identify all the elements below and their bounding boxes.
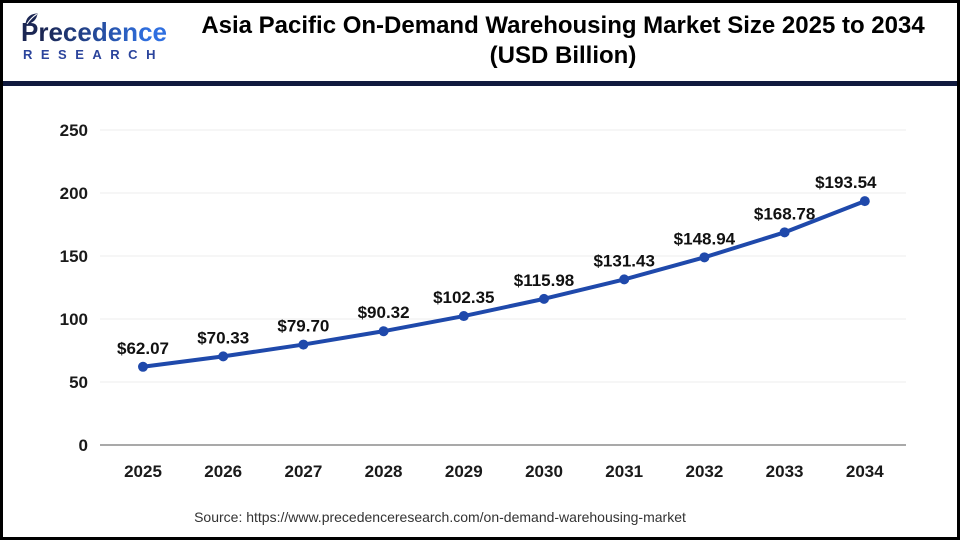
chart-title: Asia Pacific On-Demand Warehousing Marke… <box>173 11 953 71</box>
x-axis-tick-label: 2034 <box>846 462 884 481</box>
x-axis-tick-label: 2033 <box>766 462 804 481</box>
header-divider <box>3 81 957 86</box>
y-axis-tick-label: 200 <box>60 184 88 203</box>
header: Precedence RESEARCH Asia Pacific On-Dema… <box>3 3 957 85</box>
data-point-label: $70.33 <box>197 328 249 347</box>
leaf-icon <box>25 13 38 26</box>
x-axis-tick-label: 2030 <box>525 462 563 481</box>
x-axis-tick-label: 2027 <box>284 462 322 481</box>
precedence-research-logo: Precedence RESEARCH <box>21 13 171 62</box>
data-point-label: $79.70 <box>277 317 329 336</box>
data-point-label: $148.94 <box>674 229 736 248</box>
data-point-marker <box>458 311 469 322</box>
data-point-label: $131.43 <box>593 251 654 270</box>
y-axis-tick-label: 150 <box>60 247 88 266</box>
x-axis-tick-label: 2032 <box>685 462 723 481</box>
data-point-label: $193.54 <box>815 173 877 192</box>
data-point-marker <box>378 326 389 337</box>
data-point-marker <box>699 252 710 263</box>
data-point-label: $102.35 <box>433 288 494 307</box>
y-axis-tick-label: 50 <box>69 373 88 392</box>
market-size-line <box>141 199 867 369</box>
y-axis-tick-label: 0 <box>79 436 88 455</box>
x-axis-tick-label: 2031 <box>605 462 643 481</box>
data-point-label: $90.32 <box>358 303 410 322</box>
data-point-marker <box>298 339 309 350</box>
x-axis-tick-label: 2026 <box>204 462 242 481</box>
data-point-marker <box>138 361 148 372</box>
x-axis-tick-label: 2028 <box>365 462 403 481</box>
logo-brand-text: Precedence <box>21 19 171 45</box>
x-axis-tick-label: 2029 <box>445 462 483 481</box>
logo-subbrand-text: RESEARCH <box>23 47 164 62</box>
market-size-line-chart: 0 50 100 150 200 250 2025 2026 2027 2028 2029 2030 2… <box>60 121 906 481</box>
data-point-marker <box>619 274 630 285</box>
data-point-marker <box>218 351 229 362</box>
chart-title-line2: (USD Billion) <box>489 42 637 69</box>
data-point-marker <box>779 227 790 238</box>
data-point-marker <box>539 293 549 304</box>
x-axis-tick-label: 2025 <box>124 462 162 481</box>
source-attribution: Source: https://www.precedenceresearch.c… <box>194 509 686 525</box>
data-point-label: $168.78 <box>754 204 815 223</box>
y-axis-tick-label: 100 <box>60 310 88 329</box>
data-point-label: $62.07 <box>117 339 169 358</box>
data-point-label: $115.98 <box>514 271 575 290</box>
chart-title-line1: Asia Pacific On-Demand Warehousing Marke… <box>201 12 925 39</box>
y-axis-tick-label: 250 <box>60 121 88 140</box>
data-point-marker <box>859 196 870 207</box>
